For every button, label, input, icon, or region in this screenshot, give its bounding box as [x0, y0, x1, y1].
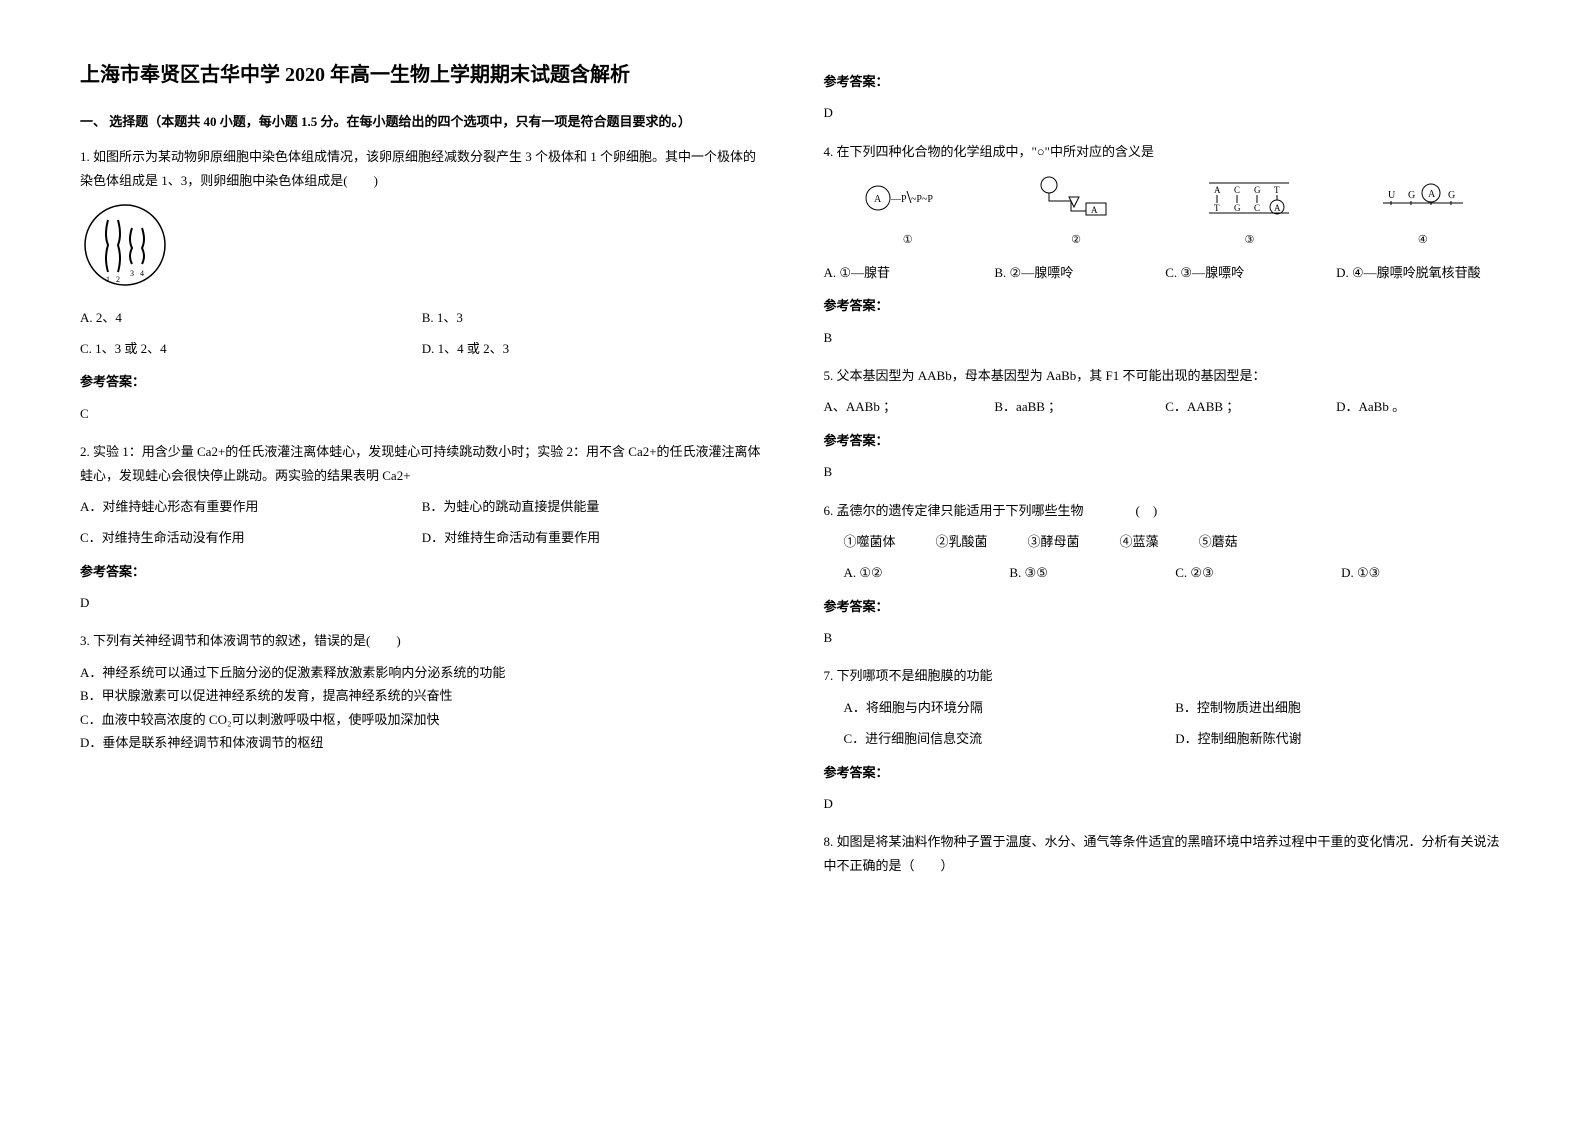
- question-8: 8. 如图是将某油料作物种子置于温度、水分、通气等条件适宜的黑暗环境中培养过程中…: [824, 830, 1508, 877]
- svg-text:C: C: [1234, 185, 1240, 195]
- q2-optB: B．为蛙心的跳动直接提供能量: [422, 495, 764, 518]
- q5-optA: A、AABb ；: [824, 395, 995, 418]
- svg-text:3: 3: [130, 269, 134, 278]
- q6-item1: ①噬菌体: [844, 530, 896, 553]
- svg-text:G: G: [1448, 190, 1455, 201]
- svg-text:T: T: [1214, 203, 1220, 213]
- q1-optC: C. 1、3 或 2、4: [80, 337, 422, 360]
- section-header: 一、 选择题（本题共 40 小题，每小题 1.5 分。在每小题给出的四个选项中，…: [80, 110, 764, 133]
- q4-optC: C. ③—腺嘌呤: [1165, 261, 1336, 284]
- q1-text: 1. 如图所示为某动物卵原细胞中染色体组成情况，该卵原细胞经减数分裂产生 3 个…: [80, 145, 764, 192]
- svg-text:A: A: [1214, 185, 1221, 195]
- compound-2-svg: A: [1031, 173, 1121, 223]
- q1-optA: A. 2、4: [80, 306, 422, 329]
- q6-optA: A. ①②: [844, 561, 1010, 584]
- svg-text:A: A: [1428, 189, 1436, 200]
- q5-answer: B: [824, 460, 1508, 483]
- q6-answer-label: 参考答案：: [824, 595, 1508, 618]
- q1-optB: B. 1、3: [422, 306, 764, 329]
- q3-optA: A．神经系统可以通过下丘脑分泌的促激素释放激素影响内分泌系统的功能: [80, 661, 764, 684]
- q8-text: 8. 如图是将某油料作物种子置于温度、水分、通气等条件适宜的黑暗环境中培养过程中…: [824, 830, 1508, 877]
- q2-optC: C．对维持生命活动没有作用: [80, 526, 422, 549]
- q1-optD: D. 1、4 或 2、3: [422, 337, 764, 360]
- question-7: 7. 下列哪项不是细胞膜的功能 A．将细胞与内环境分隔 B．控制物质进出细胞 C…: [824, 664, 1508, 815]
- q3-optD: D．垂体是联系神经调节和体液调节的枢纽: [80, 731, 764, 754]
- q4-optA: A. ①—腺苷: [824, 261, 995, 284]
- q6-item3: ③酵母菌: [1028, 530, 1080, 553]
- svg-text:A: A: [874, 194, 882, 205]
- question-6: 6. 孟德尔的遗传定律只能适用于下列哪些生物 ( ) ①噬菌体 ②乳酸菌 ③酵母…: [824, 499, 1508, 650]
- question-3: 3. 下列有关神经调节和体液调节的叙述，错误的是( ) A．神经系统可以通过下丘…: [80, 629, 764, 754]
- compound-label-2: ②: [1031, 231, 1121, 251]
- svg-text:U: U: [1388, 190, 1396, 201]
- svg-text:C: C: [1254, 203, 1260, 213]
- q7-optB: B．控制物质进出细胞: [1175, 696, 1507, 719]
- q6-text: 6. 孟德尔的遗传定律只能适用于下列哪些生物 ( ): [824, 499, 1508, 522]
- question-1: 1. 如图所示为某动物卵原细胞中染色体组成情况，该卵原细胞经减数分裂产生 3 个…: [80, 145, 764, 425]
- svg-text:T: T: [1274, 185, 1280, 195]
- svg-text:1: 1: [106, 275, 110, 284]
- q7-answer-label: 参考答案：: [824, 761, 1508, 784]
- q2-answer-label: 参考答案：: [80, 560, 764, 583]
- q7-optC: C．进行细胞间信息交流: [844, 727, 1176, 750]
- compound-1-svg: A —P ~P~P: [863, 173, 953, 223]
- q4-answer: B: [824, 326, 1508, 349]
- q6-item5: ⑤蘑菇: [1199, 530, 1238, 553]
- compound-4-svg: U G A G: [1378, 173, 1468, 223]
- q3-answer: D: [824, 101, 1508, 124]
- compound-label-4: ④: [1378, 231, 1468, 251]
- q5-text: 5. 父本基因型为 AABb，母本基因型为 AaBb，其 F1 不可能出现的基因…: [824, 364, 1508, 387]
- q6-optB: B. ③⑤: [1009, 561, 1175, 584]
- svg-text:2: 2: [116, 275, 120, 284]
- question-4: 4. 在下列四种化合物的化学组成中，"○"中所对应的含义是 A —P ~P~P …: [824, 140, 1508, 349]
- q7-text: 7. 下列哪项不是细胞膜的功能: [824, 664, 1508, 687]
- question-2: 2. 实验 1：用含少量 Ca2+的任氏液灌注离体蛙心，发现蛙心可持续跳动数小时…: [80, 440, 764, 614]
- q4-text: 4. 在下列四种化合物的化学组成中，"○"中所对应的含义是: [824, 140, 1508, 163]
- q5-answer-label: 参考答案：: [824, 429, 1508, 452]
- q6-optC: C. ②③: [1175, 561, 1341, 584]
- q5-optB: B．aaBB ；: [994, 395, 1165, 418]
- q5-optC: C．AABB ；: [1165, 395, 1336, 418]
- q6-optD: D. ①③: [1341, 561, 1507, 584]
- q7-optD: D．控制细胞新陈代谢: [1175, 727, 1507, 750]
- q3-answer-label: 参考答案：: [824, 70, 1508, 93]
- right-column: 参考答案： D 4. 在下列四种化合物的化学组成中，"○"中所对应的含义是 A …: [794, 60, 1538, 1062]
- q4-answer-label: 参考答案：: [824, 294, 1508, 317]
- q2-optA: A．对维持蛙心形态有重要作用: [80, 495, 422, 518]
- q5-optD: D．AaBb 。: [1336, 395, 1507, 418]
- q3-text: 3. 下列有关神经调节和体液调节的叙述，错误的是( ): [80, 629, 764, 652]
- compound-label-3: ③: [1199, 231, 1299, 251]
- svg-text:G: G: [1234, 203, 1241, 213]
- compound-diagrams: A —P ~P~P ① A ②: [824, 173, 1508, 251]
- document-title: 上海市奉贤区古华中学 2020 年高一生物上学期期末试题含解析: [80, 60, 764, 90]
- q3-optC: C．血液中较高浓度的 CO₂可以刺激呼吸中枢，使呼吸加深加快: [80, 708, 764, 731]
- q7-answer: D: [824, 792, 1508, 815]
- q6-item4: ④蓝藻: [1120, 530, 1159, 553]
- q6-item2: ②乳酸菌: [936, 530, 988, 553]
- svg-text:4: 4: [140, 269, 144, 278]
- q6-answer: B: [824, 626, 1508, 649]
- svg-text:~P~P: ~P~P: [911, 194, 933, 205]
- q2-text: 2. 实验 1：用含少量 Ca2+的任氏液灌注离体蛙心，发现蛙心可持续跳动数小时…: [80, 440, 764, 487]
- svg-text:A: A: [1091, 205, 1098, 215]
- svg-text:A: A: [1274, 203, 1281, 213]
- q3-optB: B．甲状腺激素可以促进神经系统的发育，提高神经系统的兴奋性: [80, 684, 764, 707]
- svg-text:G: G: [1408, 190, 1415, 201]
- svg-text:—P: —P: [890, 194, 907, 205]
- q1-answer-label: 参考答案：: [80, 370, 764, 393]
- question-5: 5. 父本基因型为 AABb，母本基因型为 AaBb，其 F1 不可能出现的基因…: [824, 364, 1508, 484]
- compound-3-svg: A T C G G C T A: [1199, 173, 1299, 223]
- svg-text:G: G: [1254, 185, 1261, 195]
- q4-optD: D. ④—腺嘌呤脱氧核苷酸: [1336, 261, 1507, 284]
- left-column: 上海市奉贤区古华中学 2020 年高一生物上学期期末试题含解析 一、 选择题（本…: [50, 60, 794, 1062]
- q4-optB: B. ②—腺嘌呤: [994, 261, 1165, 284]
- q7-optA: A．将细胞与内环境分隔: [844, 696, 1176, 719]
- q2-answer: D: [80, 591, 764, 614]
- q1-answer: C: [80, 402, 764, 425]
- chromosome-diagram: 1 2 3 4: [80, 200, 170, 290]
- q2-optD: D．对维持生命活动有重要作用: [422, 526, 764, 549]
- compound-label-1: ①: [863, 231, 953, 251]
